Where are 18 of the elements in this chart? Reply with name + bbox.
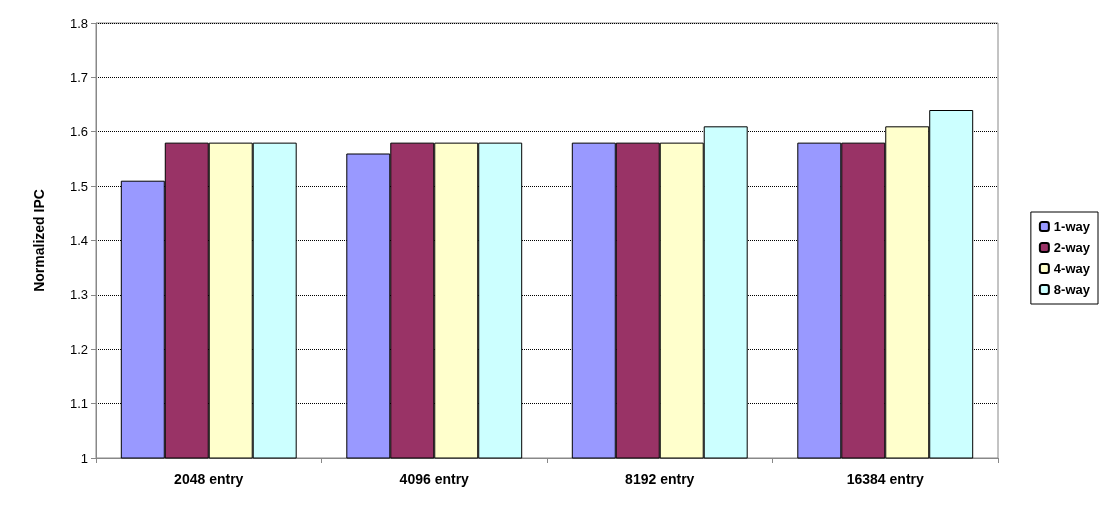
y-tick-label: 1.1 (69, 396, 88, 412)
legend-label: 4-way (1053, 261, 1091, 276)
y-tick-label: 1.8 (69, 15, 88, 31)
legend-label: 1-way (1053, 219, 1091, 234)
y-tick-label: 1 (80, 450, 88, 466)
y-tick-label: 1.7 (69, 69, 88, 85)
x-tick-label: 16384 entry (846, 471, 924, 487)
y-tick-label: 1.5 (69, 178, 88, 194)
y-axis-title: Normalized IPC (31, 189, 47, 292)
y-tick-label: 1.3 (69, 287, 88, 303)
y-tick-label: 1.4 (69, 233, 88, 248)
x-tick-label: 2048 entry (174, 471, 244, 487)
x-tick-label: 8192 entry (625, 471, 695, 487)
legend-label: 8-way (1053, 282, 1091, 297)
y-tick-label: 1.2 (69, 341, 88, 357)
x-tick-label: 4096 entry (399, 471, 470, 487)
legend-label: 2-way (1053, 240, 1091, 255)
y-tick-label: 1.6 (69, 124, 88, 140)
